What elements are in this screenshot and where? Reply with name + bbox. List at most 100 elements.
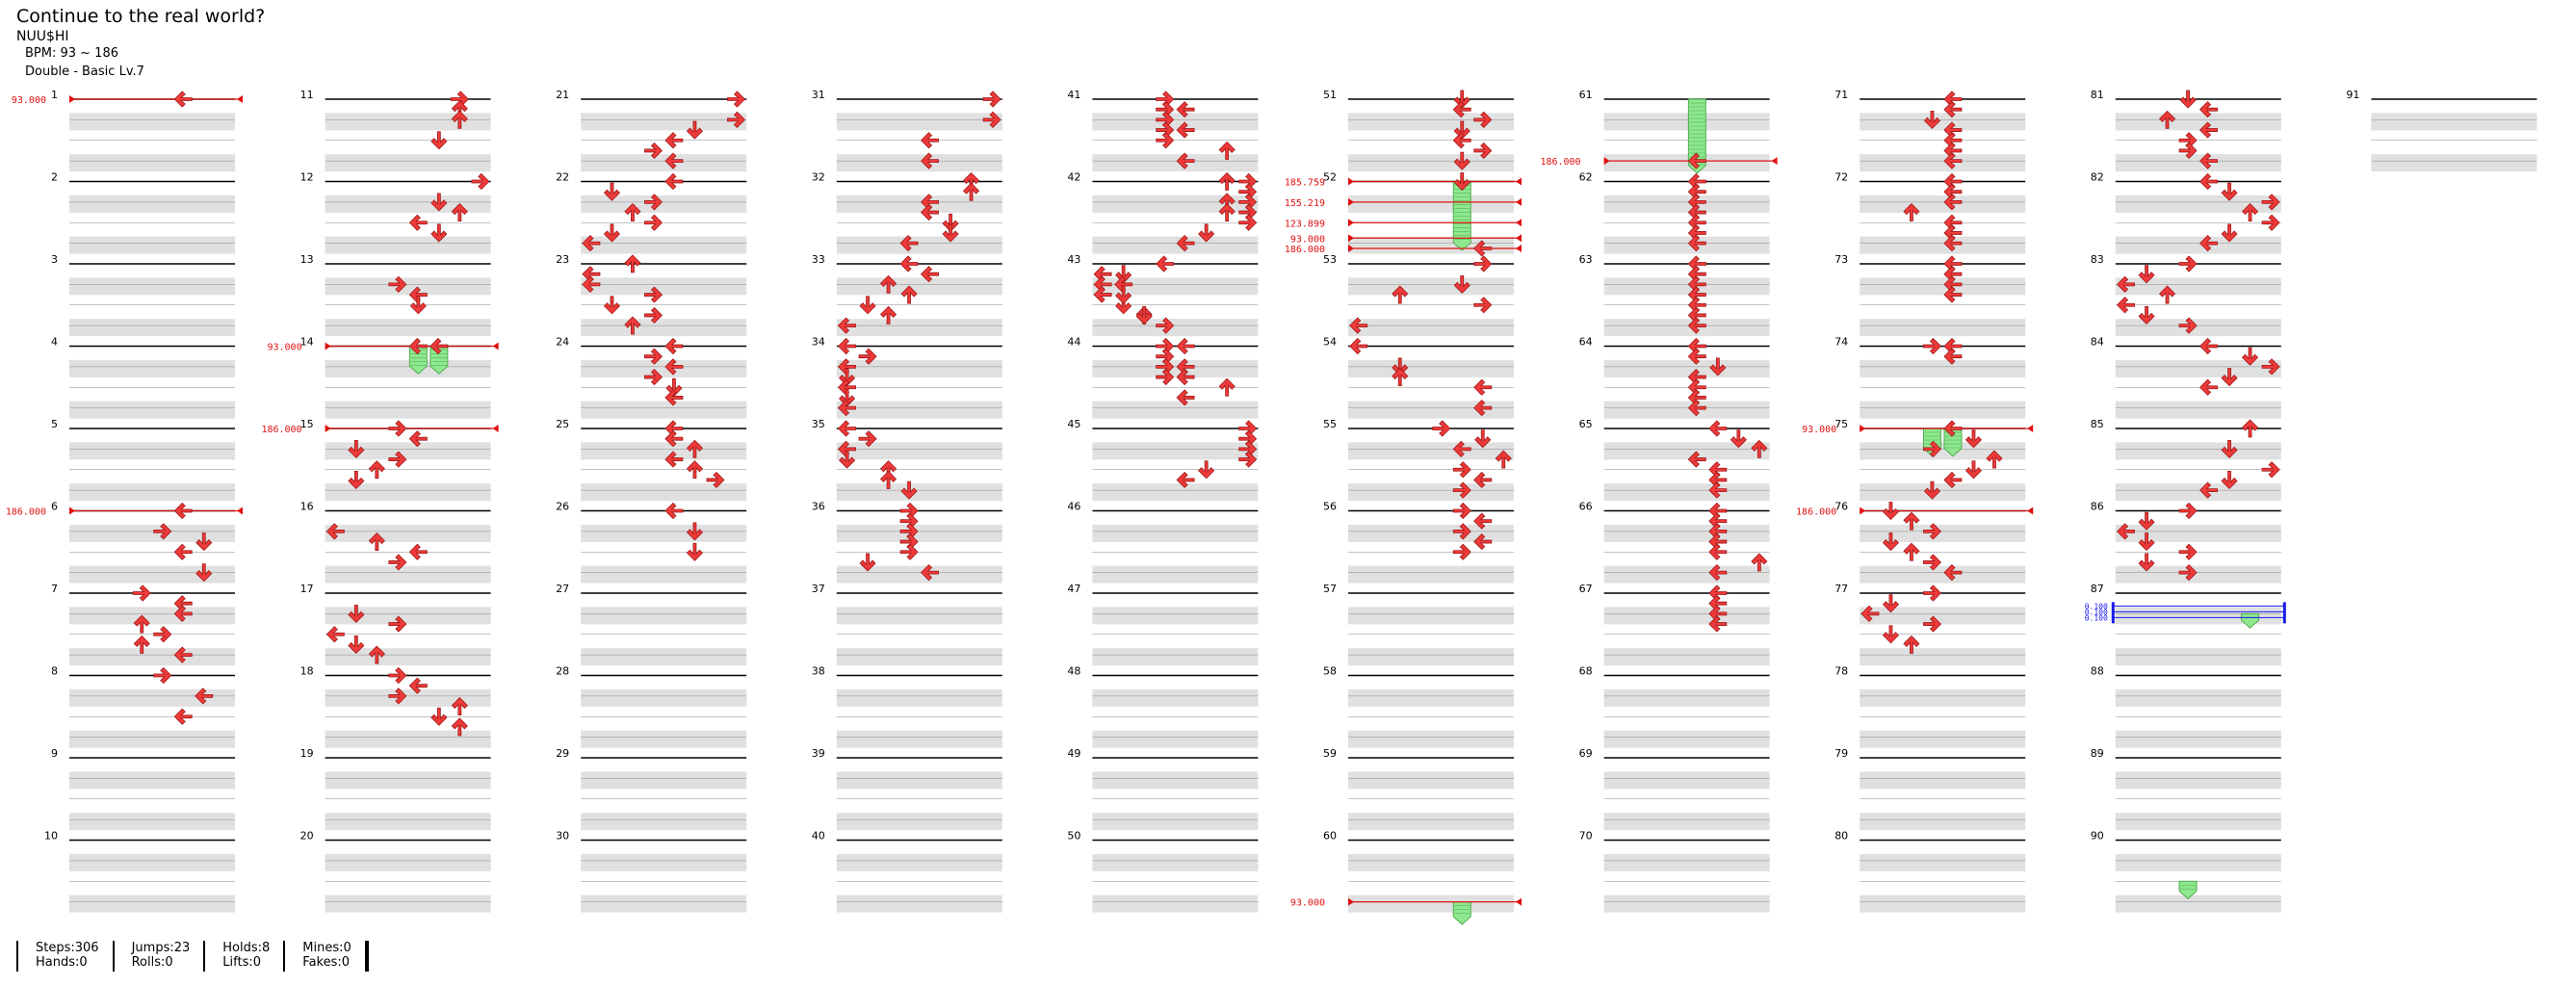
step-arrow [1986,450,2003,469]
measure-number: 59 [1323,747,1337,760]
arrow-shape [408,677,428,694]
step-arrow [2199,121,2218,139]
arrow-shape [430,223,448,243]
step-arrow [664,152,684,169]
beat-band [836,853,1002,871]
step-arrow [879,470,898,489]
beat-band [1348,442,1514,460]
beat-band [1860,730,2026,748]
arrow-shape [1452,523,1471,540]
beat-band [1092,895,1259,913]
measure-number: 62 [1579,171,1593,184]
arrow-shape [1156,132,1175,149]
step-arrow [388,420,407,437]
arrow-shape [2199,378,2218,396]
arrow-shape [1903,202,1920,221]
measure-number: 81 [2091,89,2104,101]
beat-band [1860,895,2026,913]
arrow-shape [603,296,621,315]
arrow-shape [1943,564,1963,582]
arrow-shape [1453,90,1470,109]
arrow-shape [348,604,365,623]
beat-band [1092,236,1259,254]
measure-number: 34 [812,336,825,349]
step-arrow [408,430,428,448]
arrow-shape [1473,142,1493,160]
arrow-shape [1176,121,1195,139]
beat-band [836,195,1002,213]
step-arrow [153,626,172,643]
step-arrow [2241,347,2259,366]
measure-number: 1 [51,89,58,101]
beat-band [1860,319,2026,337]
step-arrow [1432,420,1451,437]
measure-number: 73 [1834,253,1848,266]
step-arrow [2138,306,2155,325]
arrow-shape [1687,400,1706,417]
arrow-shape [1176,152,1195,169]
step-arrow [1474,429,1492,449]
step-arrow [838,450,856,469]
step-arrow [1473,240,1493,257]
step-arrow [858,430,877,448]
beat-band [1603,483,1770,502]
arrow-shape [838,450,856,469]
step-arrow [1452,101,1471,118]
arrow-shape [1943,101,1963,118]
arrow-shape [2241,419,2259,438]
stats-end-divider [364,941,369,972]
measure-number: 14 [300,336,314,349]
step-arrow [1943,235,1963,252]
beat-band [2115,853,2281,871]
beat-band [2115,154,2281,172]
arrow-shape [1115,285,1132,304]
step-arrow [1923,615,1942,633]
step-arrow [624,254,641,273]
step-arrow [195,532,213,552]
step-arrow [603,182,621,201]
beat-band [325,359,491,377]
arrow-shape [133,635,150,654]
step-arrow [1198,460,1215,480]
arrow-shape [1176,101,1195,118]
beat-band [2115,895,2281,913]
beat-band [325,113,491,131]
arrow-shape [1708,481,1728,499]
beat-band [2115,565,2281,584]
step-arrow [1860,605,1880,622]
measure-number: 10 [44,830,58,843]
beat-band [2371,154,2537,172]
beat-band [1092,688,1259,707]
bpm-marker-right [1516,197,1522,206]
step-arrow [409,296,427,315]
beat-band [1860,483,2026,502]
beat-band [581,319,747,337]
beat-band [1603,524,1770,542]
measure-number: 64 [1579,336,1593,349]
beat-band [69,648,235,666]
bpm-marker-right [492,425,499,432]
step-arrow [1708,543,1728,560]
measure-number: 44 [1067,336,1080,349]
step-arrow [899,255,919,272]
bpm-marker-right [237,506,243,515]
bpm-marker-left [1603,157,1610,166]
arrow-shape [1198,460,1215,480]
step-arrow [603,296,621,315]
step-arrow [624,202,641,221]
arrow-shape [173,91,193,108]
arrow-shape [1943,152,1963,169]
step-arrow [1473,142,1493,160]
arrow-shape [133,614,150,634]
beat-band [1348,771,1514,790]
bpm-marker-left [1860,506,1866,515]
measure-number: 15 [300,418,314,430]
beat-band [325,319,491,337]
beat-band [2115,195,2281,213]
arrow-shape [920,132,939,149]
beat-band [325,154,491,172]
beat-band [325,401,491,419]
step-arrow [1708,615,1728,633]
arrow-shape [430,707,448,726]
step-arrow [368,460,385,480]
